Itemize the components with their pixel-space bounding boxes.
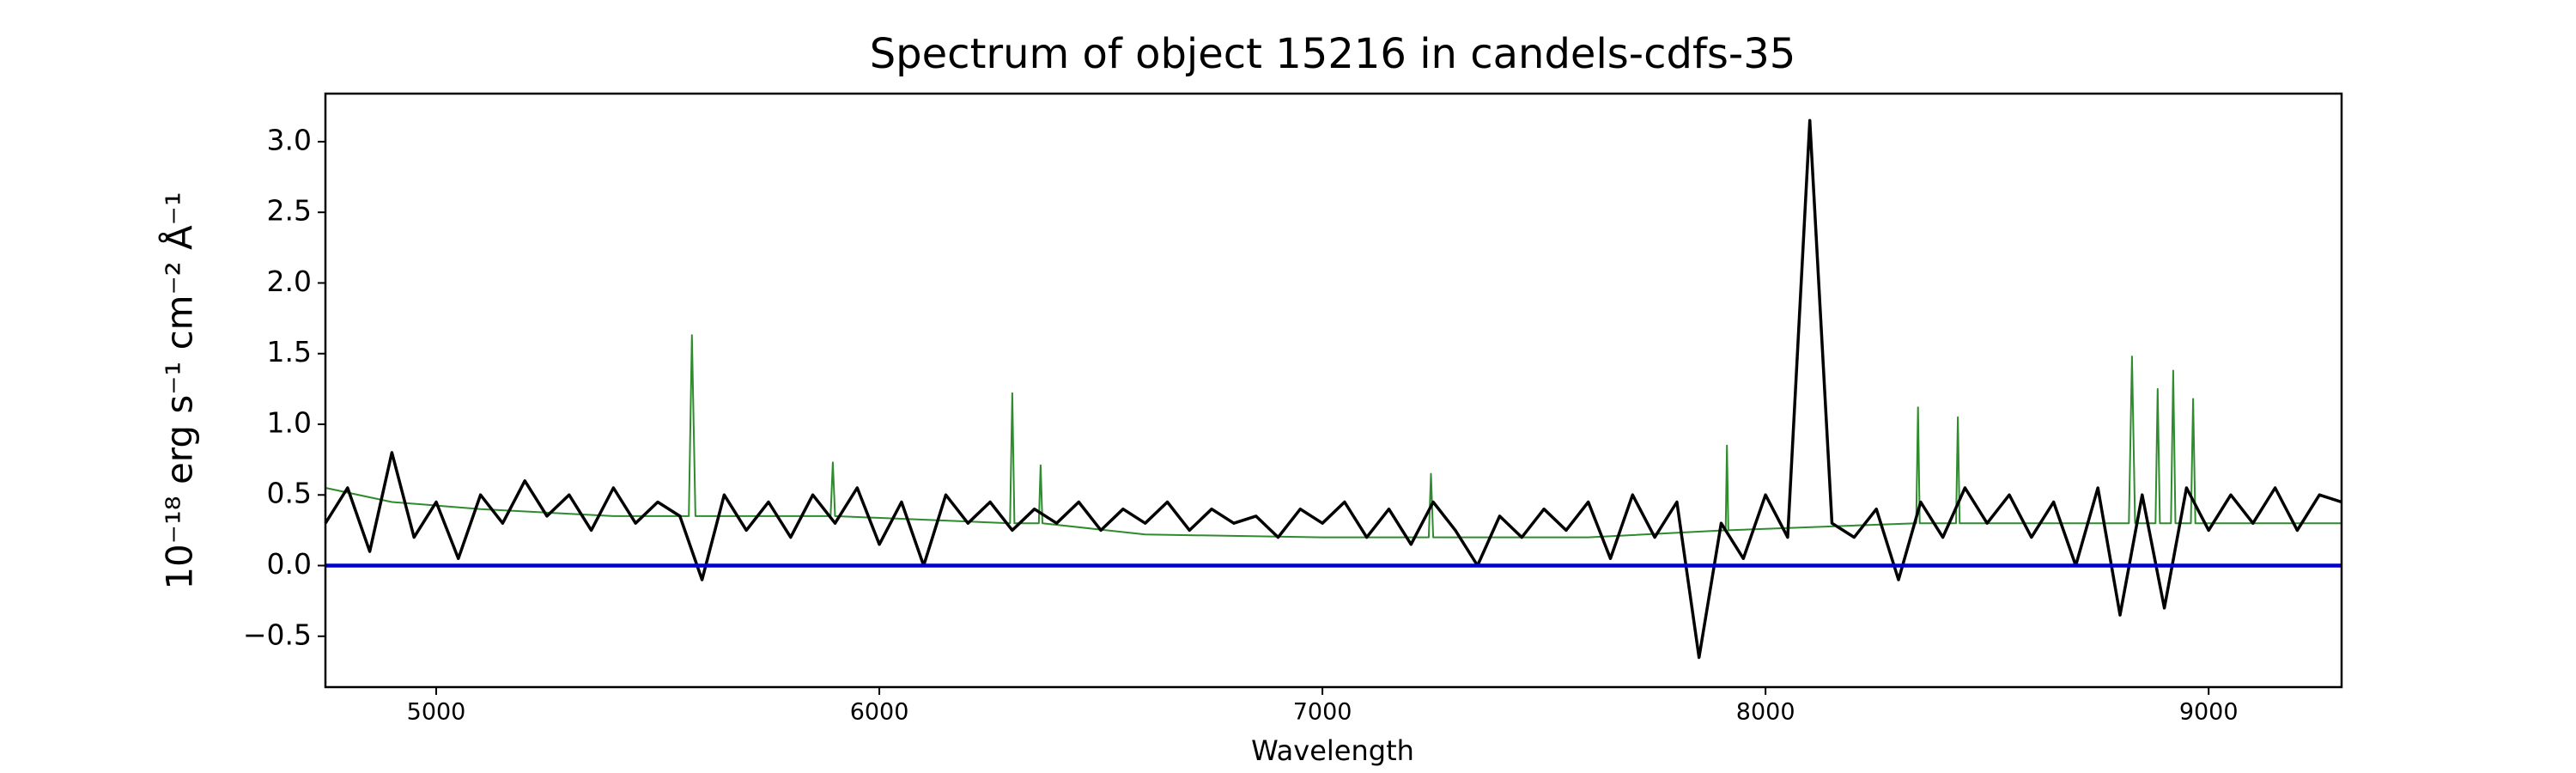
spectrum-line	[325, 334, 2342, 539]
x-axis-label: Wavelength	[1251, 734, 1414, 767]
x-tick-label: 6000	[850, 699, 909, 726]
plot-area	[324, 119, 2342, 660]
y-tick-label: 1.5	[267, 335, 312, 368]
x-tick-label: 8000	[1736, 699, 1795, 726]
x-tick-label: 9000	[2179, 699, 2239, 726]
x-tick-label: 7000	[1293, 699, 1352, 726]
x-tick-label: 5000	[407, 699, 466, 726]
chart-title: Spectrum of object 15216 in candels-cdfs…	[870, 30, 1796, 78]
y-axis-label: 10⁻¹⁸ erg s⁻¹ cm⁻² Å⁻¹	[158, 192, 201, 589]
y-tick-label: −0.5	[243, 618, 312, 651]
spectrum-line	[324, 119, 2342, 660]
y-tick-label: 0.5	[267, 477, 312, 510]
y-tick-label: 0.0	[267, 547, 312, 581]
y-tick-label: 2.5	[267, 194, 312, 228]
y-tick-label: 1.0	[267, 405, 312, 439]
y-tick-label: 2.0	[267, 265, 312, 298]
y-tick-label: 3.0	[267, 123, 312, 156]
plot-frame	[324, 92, 2343, 689]
